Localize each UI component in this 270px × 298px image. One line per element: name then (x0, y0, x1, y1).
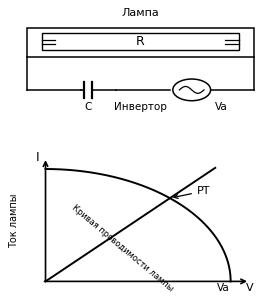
Bar (27, 28, 254, 57)
Text: Va: Va (217, 283, 229, 293)
Text: PT: PT (174, 186, 210, 198)
Text: Инвертор: Инвертор (114, 102, 167, 112)
Text: R: R (136, 35, 145, 48)
Text: Лампа: Лампа (122, 8, 159, 18)
Bar (42, 33, 239, 50)
Text: Va: Va (215, 102, 227, 112)
Text: I: I (36, 151, 40, 164)
Text: Ток лампы: Ток лампы (9, 193, 19, 248)
Text: Кривая проводимости лампы: Кривая проводимости лампы (70, 204, 175, 294)
Text: C: C (84, 102, 92, 112)
Text: V: V (246, 283, 254, 293)
